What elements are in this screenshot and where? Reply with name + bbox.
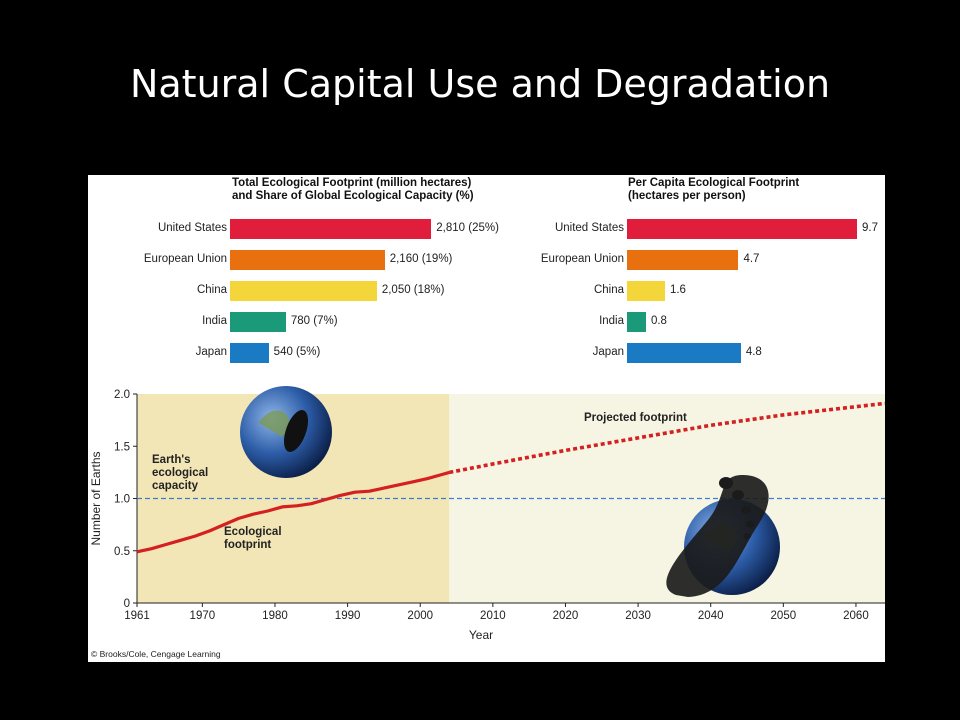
category-label: European Union: [143, 253, 227, 265]
toe-icon: [719, 477, 733, 489]
category-label: United States: [157, 222, 227, 234]
x-tick-label: 2030: [625, 610, 651, 622]
category-label: United States: [554, 222, 624, 234]
credit: © Brooks/Cole, Cengage Learning: [91, 649, 221, 659]
bar-value-label: 2,160 (19%): [389, 253, 453, 265]
y-tick-label: 2.0: [114, 389, 130, 401]
x-tick-label: 2020: [553, 610, 579, 622]
slide-title: Natural Capital Use and Degradation: [129, 62, 831, 106]
bar: [230, 219, 432, 239]
y-axis-label: Number of Earths: [89, 451, 103, 545]
bar: [230, 281, 377, 301]
category-label: Japan: [592, 346, 624, 358]
x-tick-label: 1970: [190, 610, 216, 622]
y-tick-label: 0.5: [114, 546, 130, 558]
bar: [230, 343, 269, 363]
x-tick-label: 2000: [407, 610, 433, 622]
category-label: India: [599, 315, 624, 327]
bar: [627, 343, 741, 363]
bar-value-label: 2,810 (25%): [436, 222, 499, 234]
figure: Total Ecological Footprint (million hect…: [88, 175, 885, 662]
ecological-footprint-line: [136, 470, 450, 554]
x-tick-label: 1990: [335, 610, 361, 622]
category-label: China: [593, 284, 624, 296]
bar-value-label: 9.7: [862, 222, 878, 234]
bar-value-label: 540 (5%): [273, 346, 321, 358]
x-tick-label: 2010: [480, 610, 506, 622]
x-tick-label: 1961: [124, 610, 150, 622]
bar-chart-2-title: Per Capita Ecological Footprint (hectare…: [628, 177, 800, 202]
bar-value-label: 2,050 (18%): [381, 284, 445, 296]
line-chart: 0 0.5 1.0 1.5 2.0 1961 1970 1980 1990 2000 2010 202…: [89, 386, 885, 642]
category-label: India: [202, 315, 227, 327]
bar-value-label: 780 (7%): [290, 315, 338, 327]
bar-value-label: 4.8: [745, 346, 762, 358]
bar: [627, 250, 739, 270]
projected-footprint-line: [448, 401, 885, 475]
bar: [230, 250, 385, 270]
y-tick-label: 1.5: [114, 441, 130, 453]
projected-annotation: Projected footprint: [584, 412, 687, 424]
bar-value-label: 4.7: [743, 253, 760, 265]
bar: [230, 312, 286, 332]
footprint-annotation: Ecological footprint: [224, 526, 282, 551]
y-tick-label: 1.0: [114, 494, 130, 506]
category-label: China: [196, 284, 227, 296]
bar-chart-1-title: Total Ecological Footprint (million hect…: [232, 177, 474, 202]
toe-icon: [743, 533, 751, 539]
bar: [627, 219, 857, 239]
toe-icon: [746, 520, 754, 528]
x-tick-label: 1980: [262, 610, 288, 622]
bar: [627, 281, 665, 301]
x-tick-label: 2060: [843, 610, 869, 622]
x-tick-label: 2040: [698, 610, 724, 622]
bar-value-label: 1.6: [669, 284, 686, 296]
bar: [627, 312, 646, 332]
footprint-icon: [283, 410, 309, 452]
x-tick-label: 2050: [771, 610, 797, 622]
toe-icon: [741, 506, 751, 514]
capacity-annotation: Earth's ecological capacity: [152, 454, 208, 492]
x-axis-label: Year: [469, 628, 493, 642]
toe-icon: [732, 490, 744, 500]
category-label: Japan: [195, 346, 227, 358]
bar-value-label: 0.8: [650, 315, 667, 327]
category-label: European Union: [540, 253, 624, 265]
y-tick-label: 0: [124, 598, 130, 610]
large-footprint-icon: [666, 475, 769, 597]
